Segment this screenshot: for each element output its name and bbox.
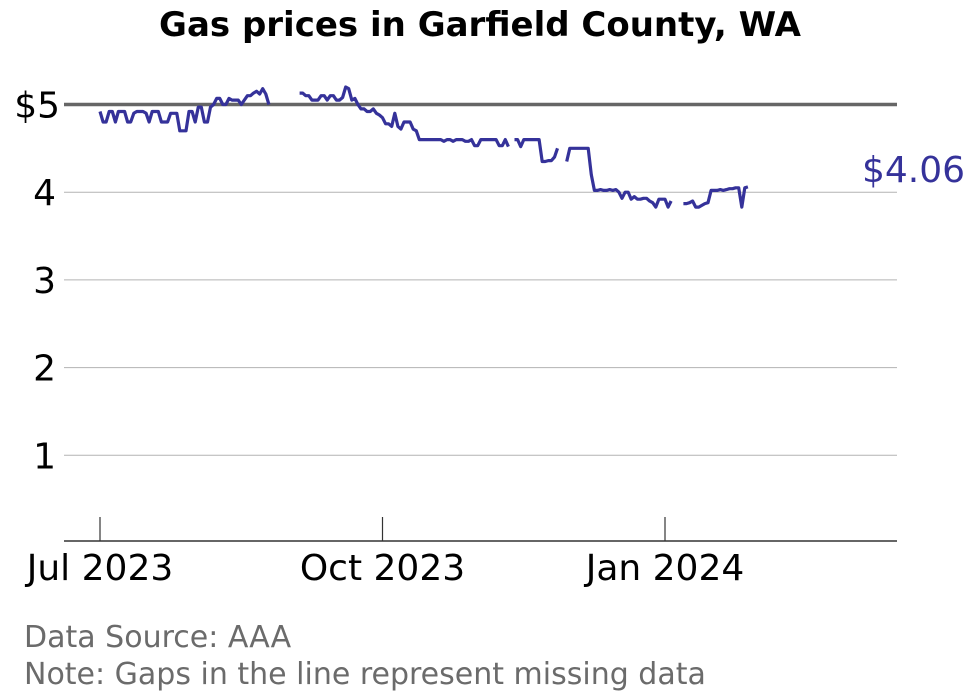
- data-source-note: Data Source: AAA: [24, 620, 292, 655]
- price-series: [98, 85, 749, 209]
- chart-title: Gas prices in Garfield County, WA: [159, 5, 802, 45]
- x-tick-label-0: Jul 2023: [25, 548, 174, 589]
- y-tick-label-2: 2: [33, 349, 56, 390]
- x-axis: Jul 2023 Oct 2023 Jan 2024: [25, 517, 897, 589]
- y-tick-label-3: 3: [33, 261, 56, 302]
- price-line-segment-4: [683, 185, 749, 209]
- price-line-segment-0: [98, 87, 271, 133]
- missing-data-note: Note: Gaps in the line represent missing…: [24, 657, 706, 692]
- price-line-segment-1: [299, 85, 510, 148]
- price-line-segment-2: [514, 138, 560, 164]
- gridlines: [64, 191, 897, 456]
- y-axis-labels: 1 2 3 4 $5: [14, 86, 60, 478]
- y-tick-label-1: 1: [33, 436, 56, 477]
- y-tick-label-4: 4: [33, 173, 56, 214]
- x-tick-label-1: Oct 2023: [300, 548, 465, 589]
- price-line-segment-3: [565, 146, 673, 209]
- y-tick-label-5: $5: [14, 86, 60, 127]
- x-tick-label-2: Jan 2024: [584, 548, 745, 589]
- end-value-label: $4.06: [862, 150, 965, 191]
